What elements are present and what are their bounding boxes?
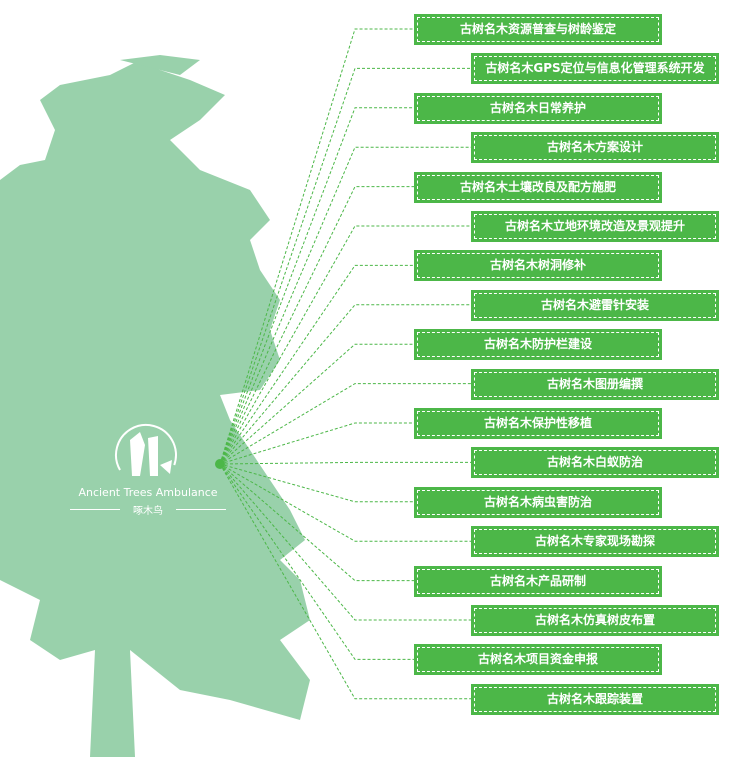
service-item: 古树名木仿真树皮布置 [471,605,719,636]
service-item: 古树名木跟踪装置 [471,683,719,715]
connector-line [219,225,471,465]
connector-line [219,28,414,465]
service-label: 古树名木资源普查与树龄鉴定 [459,22,616,36]
connector-line [219,186,414,465]
connector-line [219,146,471,465]
service-item: 古树名木日常养护 [414,92,662,124]
connector-origin-dot [215,459,225,469]
connector-line [219,383,471,465]
service-label: 古树名木土壤改良及配方施肥 [459,179,616,194]
service-label: 古树名木病虫害防治 [483,494,592,509]
service-label: 古树名木保护性移植 [483,416,592,430]
connector-line [219,67,471,465]
service-label: 古树名木专家现场勘探 [534,534,655,549]
service-item: 古树名木保护性移植 [414,408,662,439]
service-label: 古树名木白蚁防治 [546,455,643,470]
connector-line [219,107,414,465]
connector-line [219,463,471,621]
connector-line [219,304,471,465]
service-label: 古树名木避雷针安装 [540,297,649,312]
service-item: 古树名木专家现场勘探 [471,526,719,558]
service-item: 古树名木树洞修补 [414,250,662,282]
service-label: 古树名木图册编撰 [546,376,643,391]
connector-line [219,463,471,700]
connector-lines [219,28,471,700]
logo-name-en: Ancient Trees Ambulance [78,486,218,499]
tree-upper-branch [120,55,200,75]
connector-line [219,463,414,503]
service-item: 古树名木土壤改良及配方施肥 [414,171,662,203]
service-item: 古树名木立地环境改造及景观提升 [471,211,719,242]
service-item: 古树名木方案设计 [471,132,719,164]
service-item: 古树名木项目资金申报 [414,644,662,676]
service-label: 古树名木项目资金申报 [477,652,598,667]
service-label: 古树名木树洞修补 [489,258,586,273]
connector-line [219,463,471,542]
service-label: 古树名木GPS定位与信息化管理系统开发 [485,61,705,76]
service-label: 古树名木防护栏建设 [483,337,592,352]
connector-line [219,463,414,660]
tree-canopy [0,60,310,757]
service-item: 古树名木病虫害防治 [414,486,662,518]
connector-line [219,463,414,582]
service-item: 古树名木产品研制 [414,565,662,597]
service-item: 古树名木资源普查与树龄鉴定 [414,14,662,45]
service-label: 古树名木产品研制 [489,573,586,588]
connector-line [219,264,414,465]
woodpecker-logo-icon [130,432,172,476]
service-label: 古树名木跟踪装置 [546,691,643,706]
connector-line [219,422,414,465]
service-label: 古树名木立地环境改造及景观提升 [504,219,685,233]
logo-ring [115,424,177,486]
service-item: 古树名木GPS定位与信息化管理系统开发 [471,53,719,85]
connector-line [219,461,471,465]
service-item: 古树名木图册编撰 [471,368,719,400]
service-label: 古树名木方案设计 [546,140,643,155]
service-item: 古树名木避雷针安装 [471,289,719,321]
service-item: 古树名木白蚁防治 [471,447,719,479]
service-label: 古树名木日常养护 [489,100,586,115]
connector-line [219,343,414,465]
service-item: 古树名木防护栏建设 [414,329,662,361]
service-label: 古树名木仿真树皮布置 [534,613,655,627]
logo-name-cn: 啄木鸟 [68,502,228,517]
